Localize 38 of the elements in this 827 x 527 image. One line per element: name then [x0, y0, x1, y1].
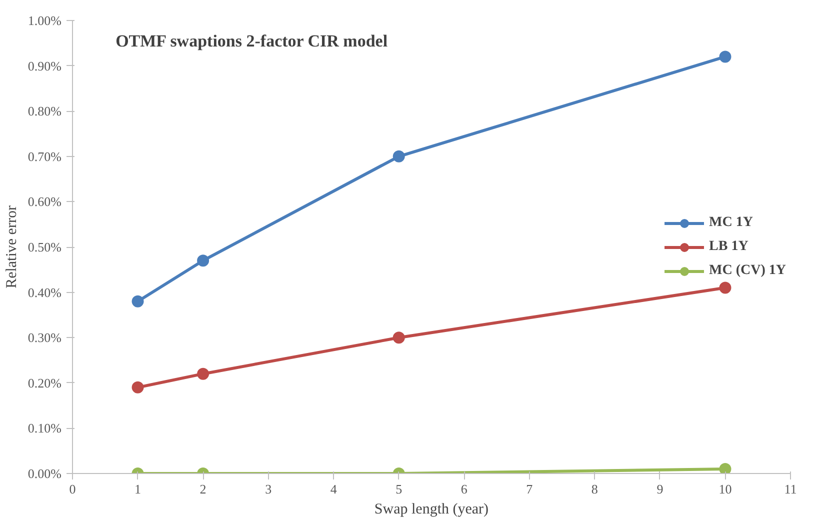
point [719, 50, 732, 63]
x-tick-label: 0 [69, 482, 76, 496]
y-axis-title: Relative error [4, 206, 20, 288]
x-axis-title: Swap length (year) [374, 502, 489, 518]
y-tick-label: 0.90% [28, 58, 62, 74]
x-tick-label: 1 [134, 482, 142, 496]
x-tick-label: 11 [784, 482, 797, 496]
text: OTMF swaptions 2-factor CIR model [116, 32, 388, 50]
y-tick-label: 0.80% [28, 104, 62, 119]
x-tick-label: 3 [265, 482, 272, 496]
x-tick-label: 7 [526, 482, 534, 496]
x-tick-label: 9 [656, 482, 664, 496]
x-tick-label: 8 [591, 482, 598, 496]
y-tick-label: 0.00% [28, 466, 62, 481]
point [719, 282, 732, 294]
point [197, 368, 210, 380]
y-tick-label: 0.10% [28, 420, 62, 436]
x-tick-label: 2 [200, 482, 206, 496]
y-tick-label: 0.50% [28, 240, 62, 254]
point [719, 462, 732, 474]
y-tick-label: 0.70% [28, 148, 62, 164]
point [132, 381, 144, 394]
point [197, 254, 210, 267]
legend-label: MC (CV) 1Y [709, 262, 786, 278]
point [392, 332, 405, 344]
y-tick-label: 1.00% [28, 13, 62, 28]
y-tick-label: 0.30% [28, 330, 62, 346]
x-tick-label: 6 [460, 482, 468, 496]
y-tick-label: 0.60% [28, 194, 62, 210]
y-tick-label: 0.20% [28, 375, 62, 390]
x-tick-label: 4 [330, 482, 338, 496]
x-tick-label: 5 [396, 482, 402, 496]
point [392, 150, 405, 162]
legend-label: LB 1Y [709, 238, 748, 254]
x-tick-label: 10 [718, 482, 732, 496]
y-tick-label: 0.40% [28, 284, 62, 300]
point [132, 295, 144, 308]
legend-label: MC 1Y [709, 214, 753, 230]
